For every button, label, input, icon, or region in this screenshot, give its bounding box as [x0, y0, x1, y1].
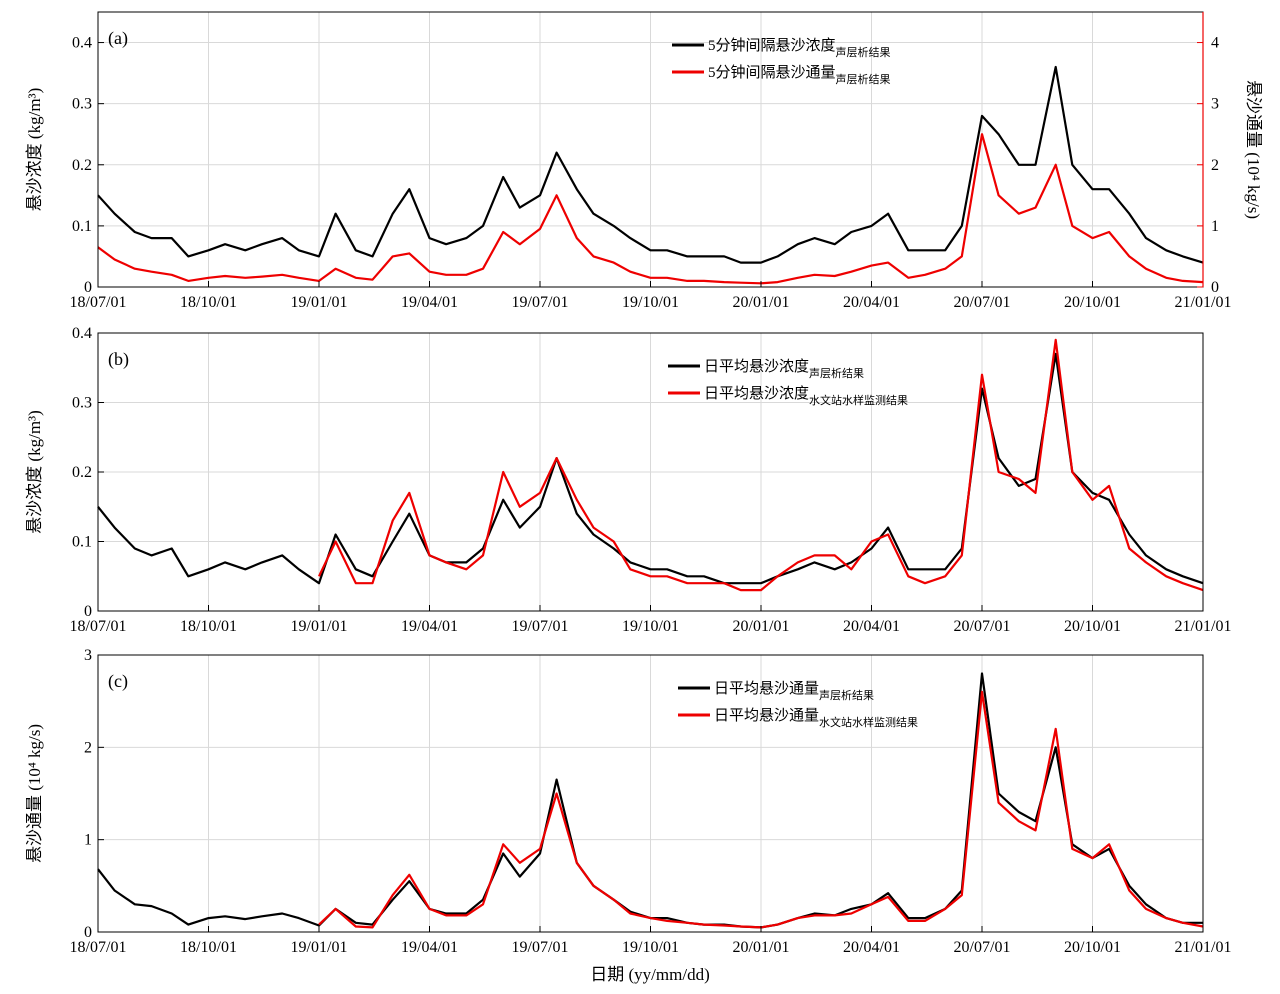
- y-tick-label: 0.1: [72, 534, 92, 551]
- x-tick-label: 20/01/01: [733, 939, 790, 956]
- y-tick-label: 0.2: [72, 464, 92, 481]
- x-tick-label: 18/07/01: [70, 294, 127, 311]
- y-tick-label: 1: [84, 832, 92, 849]
- x-tick-label: 20/01/01: [733, 294, 790, 311]
- x-tick-label: 20/04/01: [843, 939, 900, 956]
- y-tick-label-right: 1: [1211, 218, 1219, 235]
- x-tick-label: 18/07/01: [70, 939, 127, 956]
- legend-entry: 日平均悬沙浓度声层析结果: [704, 358, 864, 380]
- legend-subscript: 声层析结果: [819, 688, 874, 702]
- y-tick-label: 0: [84, 924, 92, 941]
- x-tick-label: 21/01/01: [1175, 939, 1232, 956]
- x-tick-label: 20/07/01: [954, 294, 1011, 311]
- x-tick-label: 18/07/01: [70, 618, 127, 635]
- x-tick-label: 21/01/01: [1175, 294, 1232, 311]
- legend-subscript: 声层析结果: [809, 366, 864, 380]
- x-axis-label: 日期 (yy/mm/dd): [590, 965, 709, 984]
- x-tick-label: 19/04/01: [401, 294, 458, 311]
- legend-subscript: 水文站水样监测结果: [809, 393, 908, 407]
- y-axis-label-right: 悬沙通量 (10⁴ kg/s): [1244, 80, 1263, 219]
- x-tick-label: 19/10/01: [622, 939, 679, 956]
- x-tick-label: 19/01/01: [291, 294, 348, 311]
- x-tick-label: 20/04/01: [843, 618, 900, 635]
- x-tick-label: 18/10/01: [180, 939, 237, 956]
- y-tick-label: 0.2: [72, 157, 92, 174]
- x-tick-label: 19/07/01: [512, 294, 569, 311]
- panel-a: 18/07/01 18/10/01 19/01/01 19/04/01 19/07/01…: [25, 11, 1263, 311]
- y-tick-label-right: 4: [1211, 35, 1219, 52]
- series-line-2: [97, 133, 1204, 285]
- panel-label: (c): [108, 671, 128, 692]
- y-tick-label: 2: [84, 739, 92, 756]
- x-tick-label: 19/07/01: [512, 939, 569, 956]
- x-tick-label: 20/01/01: [733, 618, 790, 635]
- x-tick-label: 19/07/01: [512, 618, 569, 635]
- y-tick-label: 0: [84, 279, 92, 296]
- legend-entry: 日平均悬沙浓度水文站水样监测结果: [704, 385, 908, 407]
- y-tick-label: 3: [84, 647, 92, 664]
- panel-label: (a): [108, 28, 128, 49]
- x-tick-label: 20/07/01: [954, 939, 1011, 956]
- legend-subscript: 声层析结果: [836, 45, 891, 59]
- y-tick-label: 0.1: [72, 218, 92, 235]
- x-tick-label: 20/10/01: [1064, 618, 1121, 635]
- legend-subscript: 声层析结果: [836, 72, 891, 86]
- x-tick-label: 20/07/01: [954, 618, 1011, 635]
- x-tick-label: 19/10/01: [622, 618, 679, 635]
- legend-entry: 5分钟间隔悬沙浓度声层析结果: [708, 37, 891, 59]
- y-tick-label: 0.4: [72, 35, 92, 52]
- y-tick-label-right: 3: [1211, 96, 1219, 113]
- x-tick-label: 19/10/01: [622, 294, 679, 311]
- x-tick-label: 19/01/01: [291, 939, 348, 956]
- y-tick-label: 0: [84, 603, 92, 620]
- x-tick-label: 20/04/01: [843, 294, 900, 311]
- x-tick-label: 18/10/01: [180, 294, 237, 311]
- y-axis-label: 悬沙浓度 (kg/m³): [25, 410, 44, 534]
- x-tick-label: 21/01/01: [1175, 618, 1232, 635]
- y-axis-label: 悬沙通量 (10⁴ kg/s): [25, 724, 44, 863]
- y-tick-label-right: 2: [1211, 157, 1219, 174]
- panel-b: 18/07/01 18/10/01 19/01/01 19/04/01 19/07/01…: [25, 325, 1231, 635]
- y-axis-label: 悬沙浓度 (kg/m³): [25, 88, 44, 212]
- x-tick-label: 18/10/01: [180, 618, 237, 635]
- x-tick-label: 19/01/01: [291, 618, 348, 635]
- x-tick-label: 20/10/01: [1064, 294, 1121, 311]
- x-tick-label: 20/10/01: [1064, 939, 1121, 956]
- panel-label: (b): [108, 349, 129, 370]
- y-tick-label: 0.3: [72, 395, 92, 412]
- panel-c: 18/07/01 18/10/01 19/01/01 19/04/01 19/07/01…: [25, 647, 1231, 956]
- legend-entry: 日平均悬沙通量水文站水样监测结果: [714, 707, 918, 729]
- x-tick-label: 19/04/01: [401, 939, 458, 956]
- y-tick-label-right: 0: [1211, 279, 1219, 296]
- y-tick-label: 0.4: [72, 325, 92, 342]
- x-tick-label: 19/04/01: [401, 618, 458, 635]
- y-tick-label: 0.3: [72, 96, 92, 113]
- series-line-1: [97, 352, 1204, 585]
- legend-subscript: 水文站水样监测结果: [819, 715, 918, 729]
- series-line-1: [97, 65, 1204, 264]
- legend-entry: 日平均悬沙通量声层析结果: [714, 680, 874, 702]
- legend-entry: 5分钟间隔悬沙通量声层析结果: [708, 64, 891, 86]
- series-line-2: [318, 338, 1204, 592]
